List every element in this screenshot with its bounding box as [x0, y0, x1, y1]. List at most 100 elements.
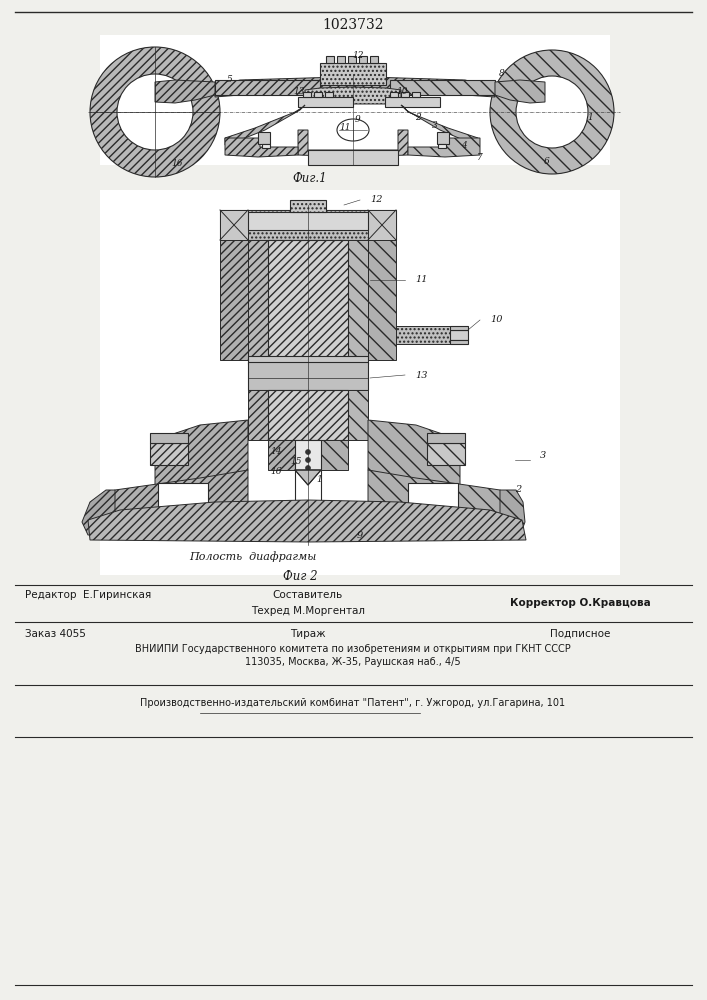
- Bar: [450, 326, 468, 330]
- Bar: [390, 80, 495, 95]
- Text: 9: 9: [357, 530, 363, 540]
- Text: 14: 14: [271, 448, 282, 456]
- Text: 1: 1: [316, 476, 322, 485]
- Polygon shape: [348, 390, 368, 440]
- Text: 9: 9: [355, 115, 361, 124]
- Text: 11: 11: [339, 123, 351, 132]
- Polygon shape: [408, 138, 480, 157]
- Bar: [437, 132, 449, 144]
- Polygon shape: [155, 420, 248, 490]
- Text: Заказ 4055: Заказ 4055: [25, 629, 86, 639]
- Bar: [427, 443, 465, 465]
- Polygon shape: [368, 470, 520, 532]
- Bar: [262, 144, 270, 148]
- Ellipse shape: [337, 119, 369, 141]
- Text: 11: 11: [415, 275, 428, 284]
- Text: 12: 12: [352, 51, 363, 60]
- Bar: [248, 356, 368, 364]
- Text: Техред М.Моргентал: Техред М.Моргентал: [251, 605, 365, 615]
- Text: 16: 16: [171, 159, 182, 168]
- Polygon shape: [220, 210, 248, 240]
- Polygon shape: [215, 77, 495, 97]
- Polygon shape: [396, 326, 450, 344]
- Text: 10: 10: [490, 316, 503, 324]
- Bar: [220, 210, 396, 240]
- Polygon shape: [88, 500, 526, 542]
- Circle shape: [516, 76, 588, 148]
- Circle shape: [117, 74, 193, 150]
- Bar: [100, 35, 610, 165]
- Text: 16: 16: [271, 468, 282, 477]
- Polygon shape: [155, 80, 215, 103]
- Text: 12: 12: [370, 196, 382, 205]
- Bar: [438, 144, 446, 148]
- Text: 8: 8: [499, 68, 505, 78]
- Bar: [158, 483, 208, 518]
- Bar: [359, 56, 367, 63]
- Text: ВНИИПИ Государственного комитета по изобретениям и открытиям при ГКНТ СССР: ВНИИПИ Государственного комитета по изоб…: [135, 644, 571, 654]
- Text: Тираж: Тираж: [290, 629, 326, 639]
- Circle shape: [305, 474, 310, 479]
- Bar: [258, 132, 270, 144]
- Bar: [100, 190, 620, 575]
- Bar: [215, 80, 320, 95]
- Text: 4: 4: [461, 141, 467, 150]
- Text: 13: 13: [293, 88, 305, 97]
- Text: 3: 3: [432, 121, 438, 130]
- Bar: [370, 56, 378, 63]
- Polygon shape: [368, 210, 396, 240]
- Bar: [325, 92, 333, 97]
- Polygon shape: [305, 87, 401, 105]
- Text: 5: 5: [227, 75, 233, 84]
- Polygon shape: [495, 80, 545, 103]
- Text: 3: 3: [540, 450, 547, 460]
- Bar: [295, 470, 321, 525]
- Polygon shape: [368, 240, 396, 360]
- Bar: [150, 443, 188, 465]
- Polygon shape: [90, 470, 248, 532]
- Polygon shape: [321, 440, 348, 470]
- Text: 2: 2: [515, 486, 521, 494]
- Polygon shape: [295, 470, 321, 485]
- Polygon shape: [348, 240, 368, 360]
- Bar: [337, 56, 345, 63]
- Text: Корректор О.Кравцова: Корректор О.Кравцова: [510, 598, 650, 608]
- Bar: [390, 92, 398, 97]
- Polygon shape: [248, 390, 268, 440]
- Polygon shape: [500, 490, 525, 535]
- Text: Полость  диафрагмы: Полость диафрагмы: [189, 552, 317, 562]
- Bar: [268, 390, 348, 440]
- Bar: [248, 212, 368, 230]
- Text: 1023732: 1023732: [322, 18, 384, 32]
- Polygon shape: [368, 420, 460, 490]
- Text: 10: 10: [396, 88, 408, 97]
- Circle shape: [90, 47, 220, 177]
- Text: Фиг.1: Фиг.1: [293, 172, 327, 185]
- Polygon shape: [82, 490, 115, 535]
- Circle shape: [490, 50, 614, 174]
- Circle shape: [305, 450, 310, 454]
- Bar: [326, 56, 334, 63]
- Text: Составитель: Составитель: [273, 590, 343, 600]
- Bar: [314, 92, 322, 97]
- Bar: [427, 433, 465, 443]
- Bar: [303, 92, 311, 97]
- Bar: [450, 330, 468, 340]
- Bar: [412, 92, 420, 97]
- Polygon shape: [248, 240, 268, 360]
- Polygon shape: [220, 240, 248, 360]
- Bar: [268, 240, 348, 360]
- Text: 2: 2: [415, 113, 421, 122]
- Polygon shape: [225, 105, 305, 145]
- Bar: [401, 92, 409, 97]
- Circle shape: [305, 466, 310, 471]
- Bar: [308, 150, 398, 165]
- Bar: [320, 63, 386, 85]
- Bar: [248, 362, 368, 390]
- Text: 7: 7: [477, 152, 483, 161]
- Bar: [450, 340, 468, 344]
- Bar: [150, 433, 188, 443]
- Circle shape: [305, 458, 310, 462]
- Text: 1: 1: [587, 113, 593, 122]
- Bar: [385, 97, 440, 107]
